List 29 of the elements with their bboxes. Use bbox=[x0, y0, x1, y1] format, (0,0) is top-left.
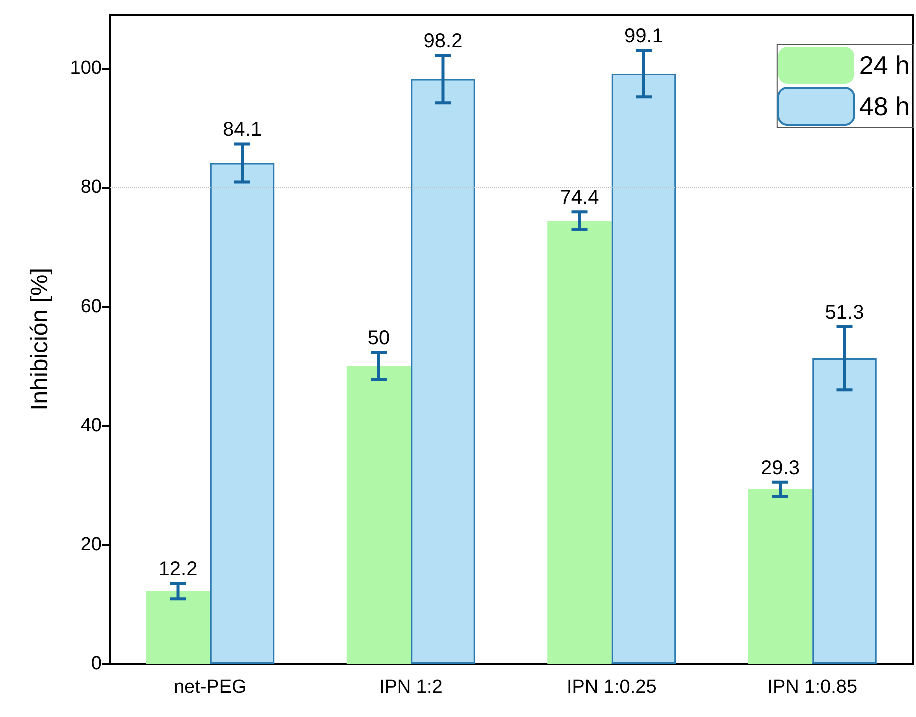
data-label: 51.3 bbox=[825, 302, 864, 324]
y-axis-title: Inhibición [%] bbox=[26, 268, 54, 411]
data-label: 29.3 bbox=[761, 457, 800, 480]
y-tick-label: 0 bbox=[91, 654, 102, 674]
y-tick-label: 80 bbox=[80, 177, 102, 198]
bar bbox=[146, 591, 210, 664]
bar bbox=[346, 366, 412, 664]
data-label: 12.2 bbox=[158, 558, 198, 581]
legend-label: 48 h bbox=[859, 92, 910, 122]
data-label: 98.2 bbox=[424, 30, 463, 52]
data-label: 74.4 bbox=[560, 187, 600, 210]
x-tick-label: IPN 1:0.85 bbox=[768, 677, 858, 698]
data-label: 84.1 bbox=[223, 119, 262, 142]
x-tick-label: net-PEG bbox=[174, 677, 247, 698]
bar bbox=[612, 74, 676, 664]
data-label: 50 bbox=[368, 328, 390, 350]
data-label: 99.1 bbox=[624, 26, 664, 48]
y-tick-label: 40 bbox=[80, 415, 102, 436]
bar bbox=[812, 358, 877, 664]
bar bbox=[411, 79, 476, 664]
legend-label: 24 h bbox=[859, 50, 910, 80]
y-tick-label: 100 bbox=[70, 58, 102, 80]
y-tick-label: 60 bbox=[80, 296, 102, 318]
x-tick-label: IPN 1:2 bbox=[379, 677, 443, 698]
x-tick-label: IPN 1:0.25 bbox=[566, 677, 657, 698]
bar bbox=[748, 490, 813, 664]
bar bbox=[548, 221, 612, 664]
y-tick-label: 20 bbox=[80, 534, 102, 556]
bar bbox=[210, 163, 275, 664]
